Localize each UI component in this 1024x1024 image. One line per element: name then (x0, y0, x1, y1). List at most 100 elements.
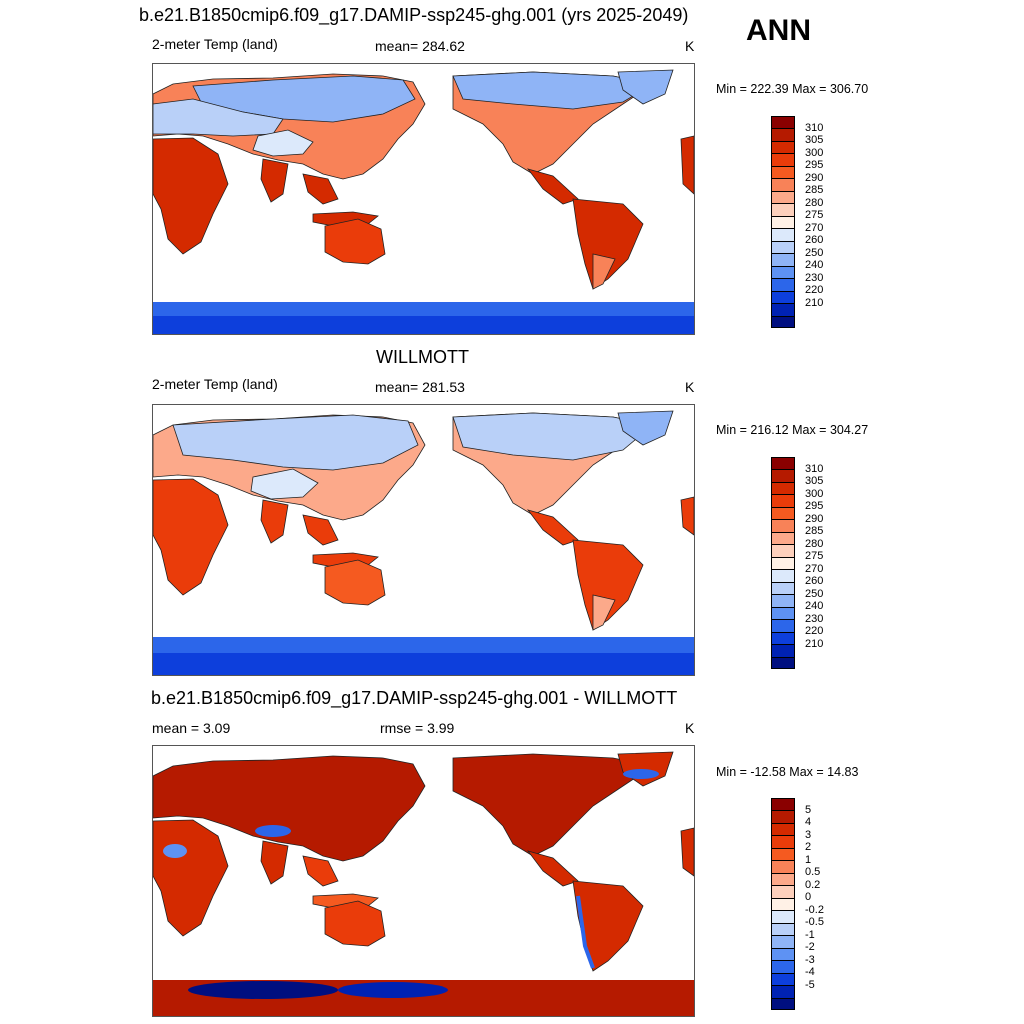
colorbar-swatch (771, 165, 795, 179)
colorbar-tick-label: 305 (805, 475, 824, 488)
colorbar-swatch (771, 985, 795, 998)
colorbar-tick-label: 240 (805, 259, 824, 272)
colorbar-tick-label: 280 (805, 537, 824, 550)
colorbar-tick-label: 290 (805, 171, 824, 184)
panel1-variable-label: 2-meter Temp (land) (152, 36, 278, 52)
colorbar-tick-label: 275 (805, 550, 824, 563)
colorbar-swatch (771, 581, 795, 595)
colorbar-tick-label: -4 (805, 966, 815, 979)
panel1-seasia (302, 173, 339, 205)
colorbar-swatch (771, 128, 795, 141)
colorbar-tick-label: 290 (805, 512, 824, 525)
colorbar-tick-label: 310 (805, 121, 824, 134)
colorbar-tick-label: 310 (805, 462, 824, 475)
colorbar-tick-label: 270 (805, 562, 824, 575)
panel3-africa-edge-right (680, 827, 694, 877)
colorbar-swatch (771, 481, 795, 495)
colorbar-swatch (771, 153, 795, 166)
colorbar-tick-label: 250 (805, 587, 824, 600)
colorbar-frame (771, 457, 795, 669)
panel2-canada-cold (452, 412, 654, 461)
colorbar-tick-label: 210 (805, 637, 824, 650)
panel2-map (152, 404, 695, 676)
colorbar-tick-label: 210 (805, 296, 824, 309)
colorbar-tick-label: 300 (805, 487, 824, 500)
colorbar-tick-label: 220 (805, 284, 824, 297)
panel3-title: b.e21.B1850cmip6.f09_g17.DAMIP-ssp245-gh… (151, 688, 678, 708)
panel2-tibet (250, 468, 319, 500)
colorbar-swatch (771, 290, 795, 304)
colorbar-swatch (771, 835, 795, 848)
panel1-units-label: K (685, 38, 695, 54)
colorbar-swatch (771, 265, 795, 279)
colorbar-swatch (771, 303, 795, 316)
panel1-india (260, 158, 289, 203)
colorbar-tick-label: 1 (805, 853, 812, 866)
panel1-map (152, 63, 695, 335)
colorbar-swatch (771, 519, 795, 532)
colorbar-tick-label: 2 (805, 841, 812, 854)
colorbar-swatch (771, 228, 795, 241)
colorbar-swatch (771, 494, 795, 507)
colorbar-tick-label: 285 (805, 525, 824, 538)
panel3-tibet-cold-patch (255, 825, 291, 837)
colorbar-swatch (771, 606, 795, 620)
panel2-minmax-label: Min = 216.12 Max = 304.27 (716, 423, 869, 437)
colorbar-swatch (771, 619, 795, 632)
colorbar-tick-label: 4 (805, 816, 812, 829)
panel3-greenland-cold-patch (623, 769, 659, 779)
panel2-south-america (572, 539, 644, 631)
colorbar-swatch (771, 947, 795, 961)
colorbar-swatch (771, 556, 795, 570)
panel3-central-america (526, 850, 579, 887)
colorbar-swatch (771, 315, 795, 328)
colorbar-tick-label: 3 (805, 828, 812, 841)
colorbar-swatch (771, 240, 795, 254)
season-label: ANN (746, 14, 811, 47)
panel2-title: WILLMOTT (376, 347, 469, 367)
panel1-minmax-label: Min = 222.39 Max = 306.70 (716, 82, 869, 96)
colorbar-swatch (771, 531, 795, 545)
colorbar-tick-label: 295 (805, 500, 824, 513)
panel2-mean-label: mean= 281.53 (375, 379, 465, 395)
colorbar-swatch (771, 922, 795, 936)
panel3-africa (153, 819, 229, 937)
colorbar-tick-label: -2 (805, 941, 815, 954)
colorbar-swatch (771, 140, 795, 154)
colorbar-swatch (771, 190, 795, 204)
colorbar-swatch (771, 569, 795, 582)
colorbar-tick-label: -5 (805, 978, 815, 991)
colorbar-swatch (771, 215, 795, 229)
panel3-colorbar: 5 4 3 2 1 0.5 0.2 0 -0.2 -0.5 -1 -2 -3 -4 -5 (771, 798, 824, 1010)
colorbar-swatch (771, 644, 795, 657)
panel3-units-label: K (685, 720, 695, 736)
colorbar-swatch (771, 253, 795, 266)
panel1-colorbar: 310 305 300 295 290 285 280 275 270 260 250 240 230 2… (771, 116, 823, 328)
colorbar-swatch (771, 885, 795, 898)
colorbar-swatch (771, 935, 795, 948)
panel1-title: b.e21.B1850cmip6.f09_g17.DAMIP-ssp245-gh… (139, 5, 689, 25)
colorbar-tick-label: 240 (805, 600, 824, 613)
panel2-antarctica-deep (153, 653, 694, 675)
panel2-seasia (302, 514, 339, 546)
panel3-andes-cold-strip (576, 895, 595, 969)
panel1-antarctica-deep (153, 316, 694, 334)
panel3-australia (324, 900, 386, 947)
colorbar-swatch (771, 897, 795, 911)
colorbar-tick-label: 230 (805, 612, 824, 625)
panel2-africa (153, 478, 229, 596)
colorbar-tick-label: 250 (805, 246, 824, 259)
panel1-canada-cold (452, 71, 655, 110)
colorbar-swatch (771, 960, 795, 973)
colorbar-tick-label: 0.5 (805, 866, 821, 879)
colorbar-frame (771, 798, 795, 1010)
panel1-australia (324, 218, 386, 265)
panel2-india (260, 499, 289, 544)
panel2-central-america (526, 509, 579, 546)
colorbar-tick-label: 260 (805, 234, 824, 247)
panel3-antarctica-cold-patch-a (188, 981, 338, 999)
panel3-antarctica-cold-patch-b (338, 982, 448, 998)
panel3-minmax-label: Min = -12.58 Max = 14.83 (716, 765, 859, 779)
colorbar-swatch (771, 594, 795, 607)
colorbar-swatch (771, 278, 795, 291)
